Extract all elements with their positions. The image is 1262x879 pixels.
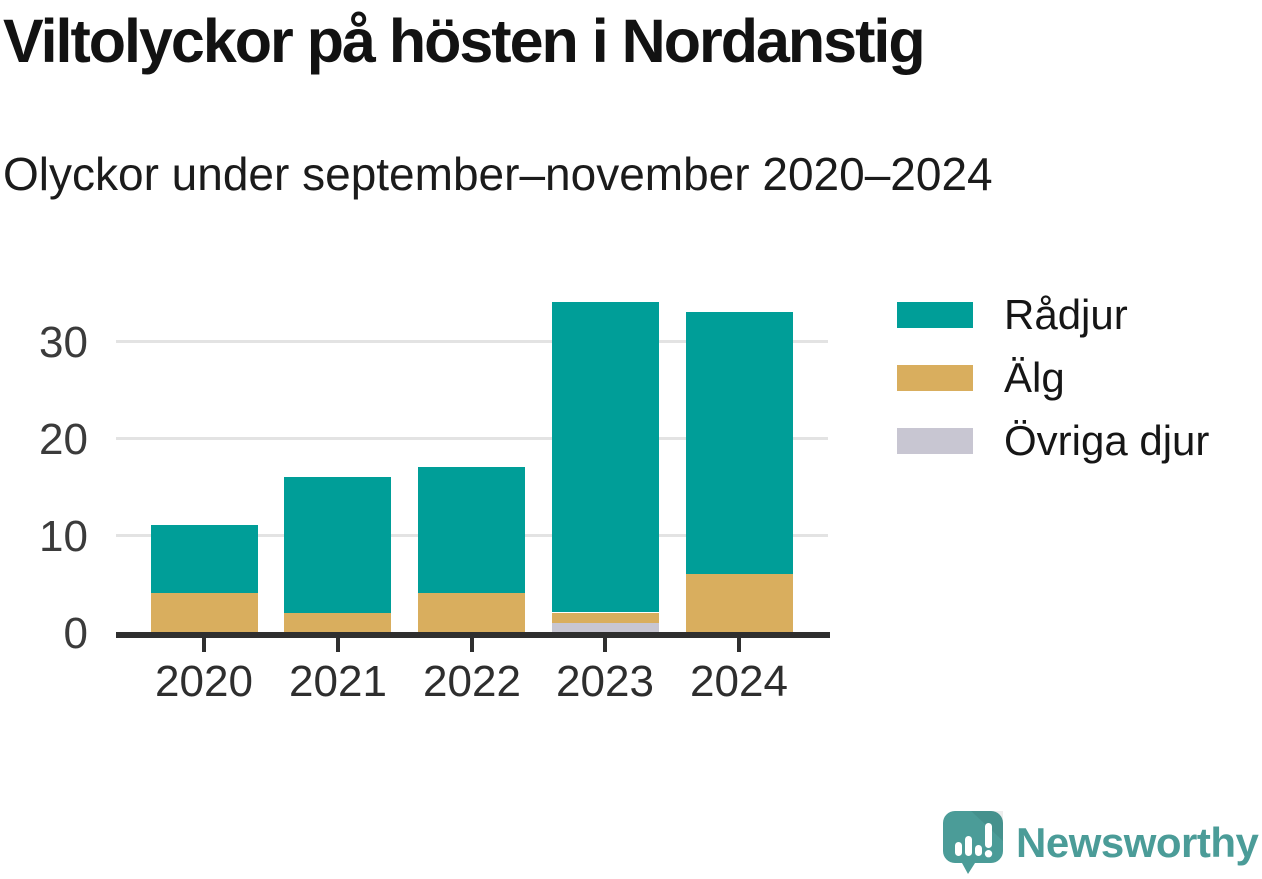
legend-swatch [897, 302, 973, 328]
newsworthy-bubble-chart-icon [943, 811, 1003, 874]
x-axis-category-label: 2021 [289, 657, 387, 706]
x-axis-tick [470, 638, 474, 652]
bar-segment-2023 [552, 302, 659, 612]
legend-swatch [897, 365, 973, 391]
bar-segment-2021 [284, 477, 391, 613]
bar-segment-2024 [686, 312, 793, 574]
bar-segment-2023 [552, 622, 659, 632]
x-axis-category-label: 2020 [155, 657, 253, 706]
legend-label: Älg [1004, 354, 1065, 401]
x-axis-line [116, 632, 830, 638]
y-axis-tick-label: 30 [39, 318, 88, 367]
bar-segment-2022 [418, 593, 525, 632]
x-axis-tick [336, 638, 340, 652]
x-axis-category-label: 2024 [690, 657, 788, 706]
bar-segment-2024 [686, 574, 793, 632]
y-axis-tick-label: 20 [39, 415, 88, 464]
x-axis-category-label: 2022 [423, 657, 521, 706]
newsworthy-logo: Newsworthy [943, 811, 1259, 875]
bar-segment-2020 [151, 525, 258, 593]
y-axis-tick-label: 0 [63, 609, 88, 658]
legend-swatch [897, 428, 973, 454]
legend-label: Rådjur [1004, 291, 1128, 338]
gridline-20 [116, 437, 828, 440]
bar-segment-2023 [552, 613, 659, 623]
x-axis-tick [737, 638, 741, 652]
bar-segment-2020 [151, 593, 258, 632]
legend-label: Övriga djur [1004, 417, 1210, 464]
bar-segment-2021 [284, 613, 391, 632]
legend-item: Älg [897, 355, 1209, 401]
chart-legend: Rådjur Älg Övriga djur [897, 292, 1209, 481]
x-axis-tick [202, 638, 206, 652]
legend-item: Övriga djur [897, 418, 1209, 464]
x-axis-category-label: 2023 [556, 657, 654, 706]
chart-subtitle: Olyckor under september–november 2020–20… [3, 148, 993, 200]
chart-title: Viltolyckor på hösten i Nordanstig [3, 7, 926, 75]
gridline-30 [116, 340, 828, 343]
legend-item: Rådjur [897, 292, 1209, 338]
bar-segment-2022 [418, 467, 525, 593]
x-axis-tick [603, 638, 607, 652]
newsworthy-wordmark: Newsworthy [1016, 819, 1259, 866]
y-axis-tick-label: 10 [39, 512, 88, 561]
